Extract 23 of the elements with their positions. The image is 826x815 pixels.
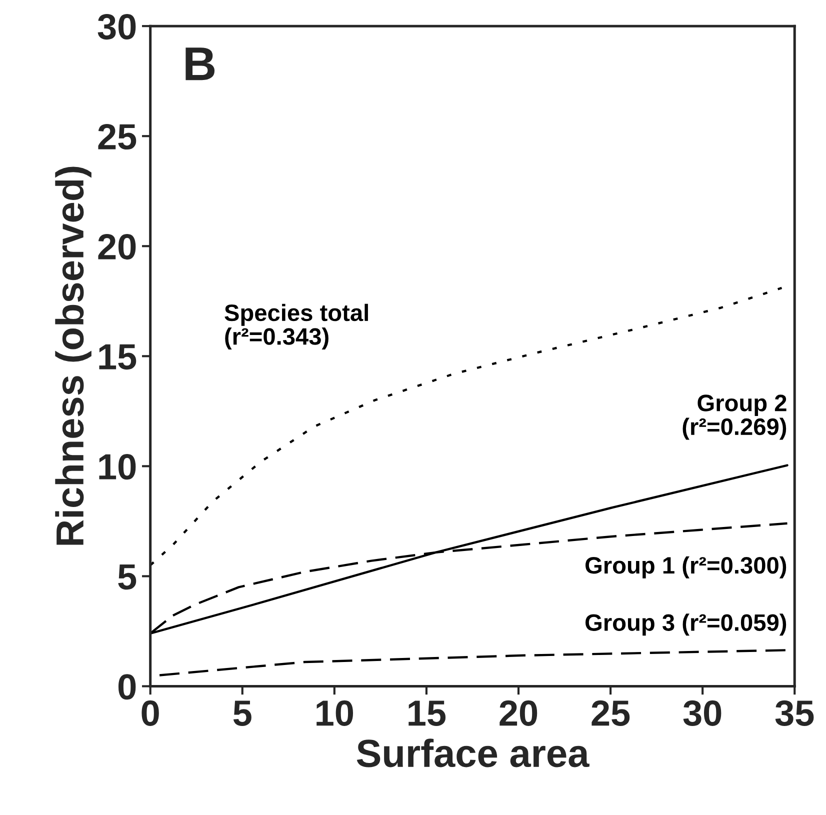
x-tick-label: 25 (592, 700, 630, 726)
y-tick-label: 5 (118, 564, 136, 590)
chart-title: B (186, 48, 214, 80)
text: Species total (r²=0.343) (224, 304, 368, 350)
x-tick-label: 0 (142, 700, 159, 726)
series-label: Group 2 (r²=0.269) (682, 394, 786, 440)
series-label: Group 1 (r²=0.300) (586, 556, 786, 578)
x-axis-title: Surface area (356, 738, 590, 768)
x-tick-label: 5 (233, 700, 252, 726)
series-label: Group 3 (r²=0.059) (586, 614, 786, 636)
y-tick-label: 10 (99, 454, 136, 480)
y-axis-title: Richness (observed) (55, 166, 92, 545)
y-tick-label: 15 (99, 344, 136, 370)
y-tick-label: 30 (98, 14, 136, 40)
x-tick-label: 30 (683, 700, 722, 726)
x-tick-label: 20 (500, 700, 538, 726)
line-series (158, 649, 788, 676)
x-tick-label: 10 (316, 700, 354, 726)
x-tick-label: 35 (775, 700, 814, 726)
y-tick-label: 0 (118, 674, 136, 700)
y-tick-label: 25 (98, 124, 136, 150)
y-tick-label: 20 (98, 234, 136, 260)
x-tick-label: 15 (408, 700, 446, 726)
